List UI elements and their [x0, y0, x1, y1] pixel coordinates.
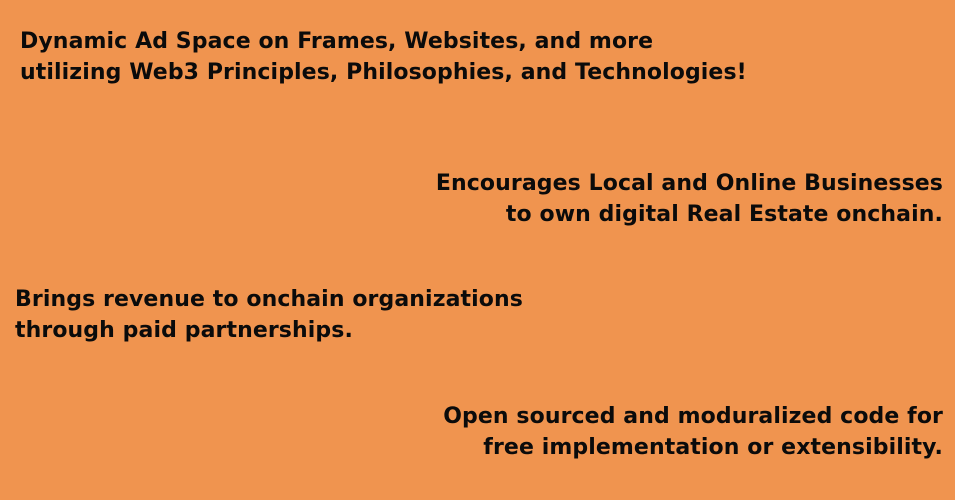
local-business-line-1: Encourages Local and Online Businesses [435, 171, 943, 196]
revenue-line-1: Brings revenue to onchain organizations [15, 287, 523, 312]
local-business-line-2: to own digital Real Estate onchain. [505, 202, 943, 227]
revenue-line-2: through paid partnerships. [15, 318, 353, 343]
open-source-line-2: free implementation or extensibility. [483, 435, 943, 460]
open-source-line-1: Open sourced and moduralized code for [443, 404, 943, 429]
intro-line-2: utilizing Web3 Principles, Philosophies,… [20, 60, 747, 85]
local-business-text-block: Encourages Local and Online Businesses t… [436, 168, 943, 230]
revenue-text-block: Brings revenue to onchain organizations … [15, 284, 523, 346]
intro-line-1: Dynamic Ad Space on Frames, Websites, an… [20, 29, 654, 54]
open-source-text-block: Open sourced and moduralized code for fr… [443, 401, 943, 463]
intro-text-block: Dynamic Ad Space on Frames, Websites, an… [20, 26, 747, 88]
